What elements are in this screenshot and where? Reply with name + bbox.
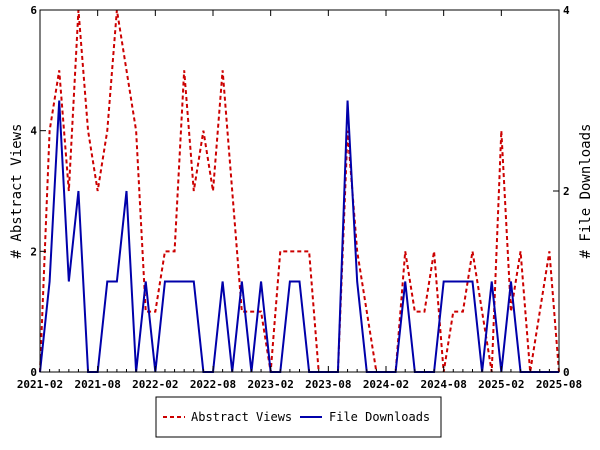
plot-frame (39, 9, 560, 373)
y-tick-label: 0 (30, 366, 37, 379)
x-tick-label: 2022-08 (190, 378, 236, 391)
x-tick-label: 2025-08 (536, 378, 582, 391)
y2-tick-label: 4 (563, 4, 570, 17)
x-tick-label: 2021-02 (17, 378, 63, 391)
legend: Abstract Views File Downloads (155, 396, 442, 438)
legend-label-abstract-views: Abstract Views (191, 410, 292, 424)
right-y-axis-title: # File Downloads (578, 124, 594, 259)
y2-tick-label: 0 (563, 366, 570, 379)
y2-tick-label: 2 (563, 185, 570, 198)
y-tick-label: 6 (30, 4, 37, 17)
y-axis-title: # Abstract Views (9, 124, 25, 259)
x-tick-label: 2024-08 (420, 378, 466, 391)
series-layer (39, 9, 560, 373)
y-tick-label: 2 (30, 245, 37, 258)
x-tick-label: 2024-02 (363, 378, 409, 391)
x-tick-label: 2023-08 (305, 378, 351, 391)
x-tick-label: 2021-08 (74, 378, 120, 391)
x-tick-label: 2025-02 (478, 378, 524, 391)
series-line-abstract-views (39, 9, 560, 373)
x-tick-label: 2022-02 (132, 378, 178, 391)
series-line-file-downloads (39, 100, 559, 373)
plot-background (40, 10, 559, 372)
x-axis-ticks: 2021-02 2021-08 2022-02 2022-08 2023-02 2023-… (17, 10, 582, 391)
y-tick-label: 4 (30, 125, 37, 138)
x-tick-label: 2023-02 (247, 378, 293, 391)
legend-box (155, 396, 442, 438)
legend-label-file-downloads: File Downloads (329, 410, 430, 424)
